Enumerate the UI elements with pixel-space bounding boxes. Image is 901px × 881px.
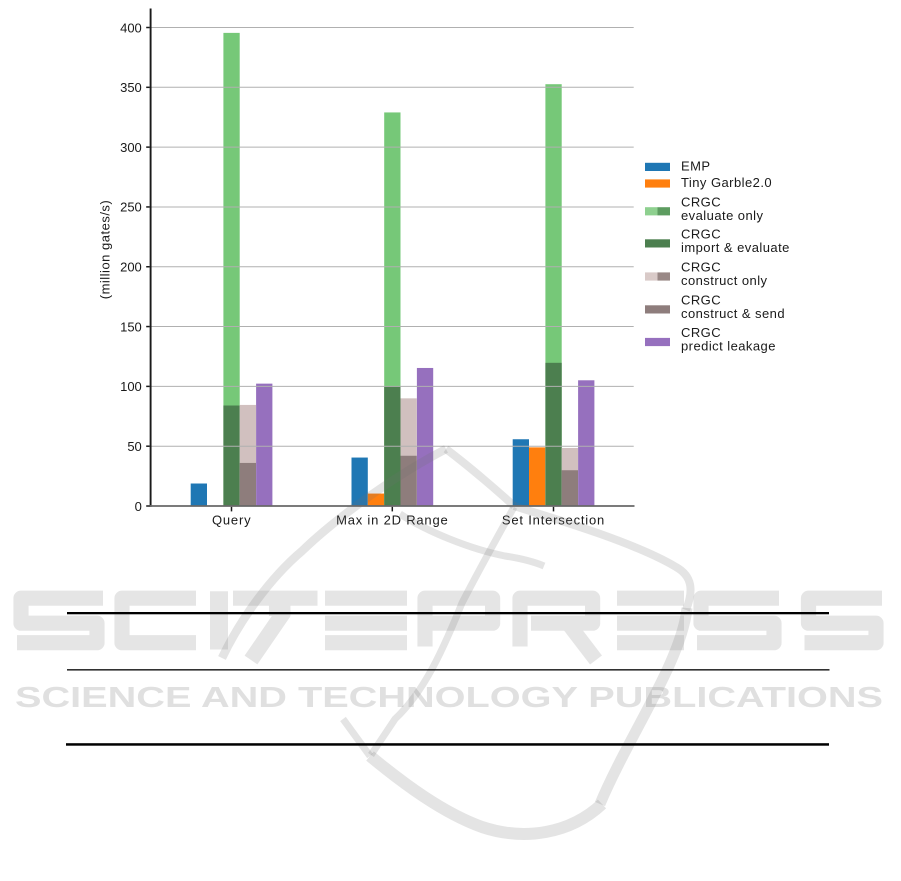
- svg-text:300: 300: [120, 140, 142, 155]
- svg-text:SCIENCE AND TECHNOLOGY PUBLICA: SCIENCE AND TECHNOLOGY PUBLICATIONS: [15, 682, 883, 714]
- svg-text:350: 350: [120, 80, 142, 95]
- svg-text:200: 200: [120, 260, 142, 275]
- svg-text:150: 150: [120, 319, 142, 334]
- svg-text:evaluate only: evaluate only: [681, 208, 764, 223]
- svg-text:Tiny Garble2.0: Tiny Garble2.0: [681, 175, 772, 190]
- svg-text:400: 400: [120, 20, 142, 35]
- svg-text:(million gates/s): (million gates/s): [98, 200, 113, 300]
- svg-text:50: 50: [127, 439, 141, 454]
- svg-text:Max in 2D Range: Max in 2D Range: [336, 512, 448, 527]
- svg-text:import & evaluate: import & evaluate: [681, 240, 790, 255]
- svg-text:0: 0: [135, 499, 142, 514]
- svg-text:CRGC: CRGC: [681, 226, 721, 241]
- svg-text:Set Intersection: Set Intersection: [502, 512, 605, 527]
- svg-text:CRGC: CRGC: [681, 194, 721, 209]
- svg-text:Query: Query: [212, 512, 251, 527]
- svg-text:construct only: construct only: [681, 273, 768, 288]
- svg-text:EMP: EMP: [681, 158, 711, 173]
- svg-text:CRGC: CRGC: [681, 325, 721, 340]
- svg-text:predict leakage: predict leakage: [681, 339, 776, 354]
- svg-text:CRGC: CRGC: [681, 292, 721, 307]
- svg-text:construct & send: construct & send: [681, 306, 785, 321]
- svg-text:CRGC: CRGC: [681, 260, 721, 275]
- svg-text:100: 100: [120, 379, 142, 394]
- svg-text:250: 250: [120, 200, 142, 215]
